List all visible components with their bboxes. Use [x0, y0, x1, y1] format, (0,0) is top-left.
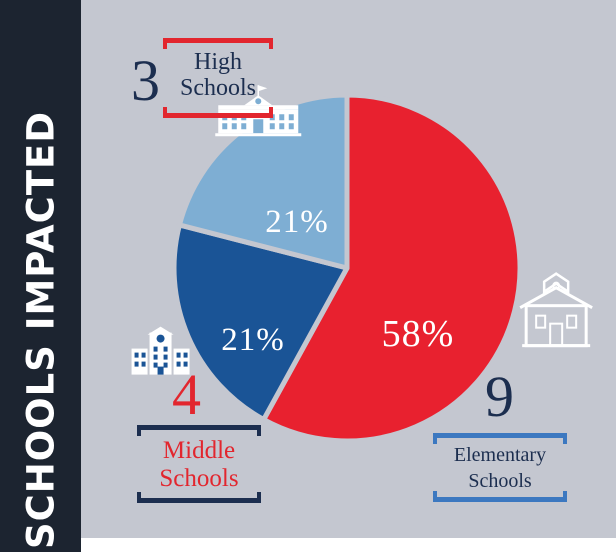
elementary-count: 9	[485, 368, 514, 426]
middle-bracket-top-right	[257, 425, 261, 436]
middle-label: Middle Schools	[137, 437, 261, 493]
percent-label-high-schools: 21%	[265, 204, 329, 240]
elementary-label: Elementary Schools	[433, 442, 567, 494]
middle-bracket-bottom-right	[257, 492, 261, 503]
middle-label-line1: Middle	[137, 437, 261, 465]
middle-label-line2: Schools	[137, 465, 261, 493]
middle-bracket-bottom	[137, 498, 261, 503]
high-bracket-bottom-left	[163, 107, 167, 118]
middle-count: 4	[172, 366, 201, 424]
high-bracket-bottom-right	[269, 107, 273, 118]
high-label-line2: Schools	[163, 75, 273, 101]
elementary-bracket-bottom-right	[563, 491, 567, 502]
high-label-line1: High	[163, 49, 273, 75]
elementary-label-line1: Elementary	[433, 442, 567, 468]
elementary-bracket-bottom	[433, 497, 567, 502]
percent-label-middle-schools: 21%	[221, 322, 285, 358]
high-bracket-top-left	[163, 38, 167, 49]
high-bracket-top	[163, 38, 273, 43]
elementary-label-line2: Schools	[433, 468, 567, 494]
elementary-bracket-top	[433, 433, 567, 438]
middle-bracket-top-left	[137, 425, 141, 436]
middle-bracket-top	[137, 425, 261, 430]
elementary-bracket-bottom-left	[433, 491, 437, 502]
high-label: High Schools	[163, 49, 273, 101]
percent-label-elementary-schools: 58%	[382, 313, 455, 355]
high-count: 3	[131, 52, 160, 110]
high-bracket-top-right	[269, 38, 273, 49]
schoolhouse-icon	[520, 274, 592, 346]
high-bracket-bottom	[163, 113, 273, 118]
middle-bracket-bottom-left	[137, 492, 141, 503]
